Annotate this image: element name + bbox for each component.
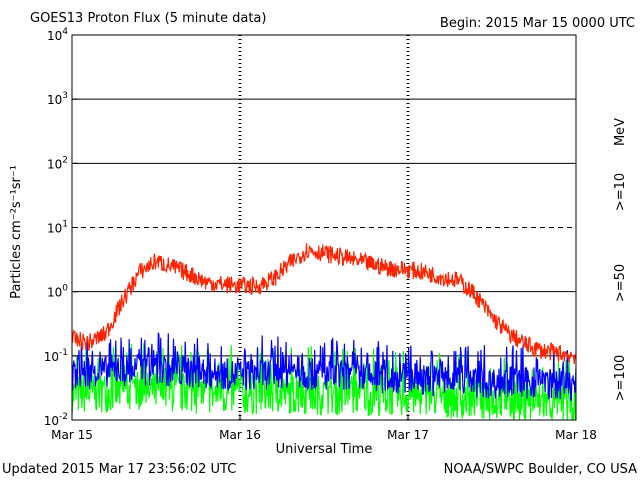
legend-entry-ge10: >=10 [613, 173, 628, 211]
y-tick-layer: 10-2 10-1 100 101 102 103 104 [44, 27, 78, 428]
updated-label: Updated 2015 Mar 17 23:56:02 UTC [2, 462, 236, 477]
y-tick-label: 103 [47, 91, 68, 107]
legend-entry-ge50: >=50 [613, 264, 628, 302]
y-tick-label: 10-2 [44, 412, 68, 428]
unit-label: MeV [613, 118, 628, 146]
x-tick-label: Mar 17 [387, 428, 429, 442]
legend: >=10 >=50 >=100 [613, 173, 628, 401]
y-axis-label: Particles cm⁻²s⁻¹sr⁻¹ [9, 165, 24, 299]
series-line-ge50 [71, 332, 577, 402]
series-line-ge10 [71, 243, 577, 365]
chart-title: GOES13 Proton Flux (5 minute data) [30, 11, 266, 26]
x-tick-label: Mar 16 [219, 428, 261, 442]
credit-label: NOAA/SWPC Boulder, CO USA [444, 462, 637, 477]
y-tick-label: 10-1 [44, 348, 68, 364]
x-tick-label: Mar 18 [555, 428, 597, 442]
y-tick-label: 101 [47, 220, 68, 236]
x-tick-layer: Mar 15 Mar 16 Mar 17 Mar 18 [51, 414, 597, 442]
series-line-ge100 [71, 342, 577, 422]
legend-entry-ge100: >=100 [613, 355, 628, 402]
y-tick-label: 100 [47, 284, 68, 300]
begin-label: Begin: 2015 Mar 15 0000 UTC [440, 16, 635, 31]
y-tick-label: 102 [47, 155, 68, 171]
series-layer [71, 243, 577, 422]
y-tick-label: 104 [47, 27, 68, 43]
x-axis-label: Universal Time [276, 442, 373, 457]
x-tick-label: Mar 15 [51, 428, 93, 442]
